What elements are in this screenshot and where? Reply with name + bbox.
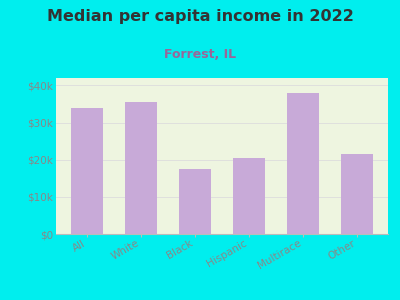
Bar [233, 158, 265, 234]
Text: Forrest, IL: Forrest, IL [164, 48, 236, 61]
Bar [340, 154, 373, 234]
Text: Median per capita income in 2022: Median per capita income in 2022 [46, 9, 354, 24]
Bar [287, 93, 319, 234]
Bar [125, 102, 157, 234]
Bar [179, 169, 211, 234]
Bar [71, 108, 104, 234]
